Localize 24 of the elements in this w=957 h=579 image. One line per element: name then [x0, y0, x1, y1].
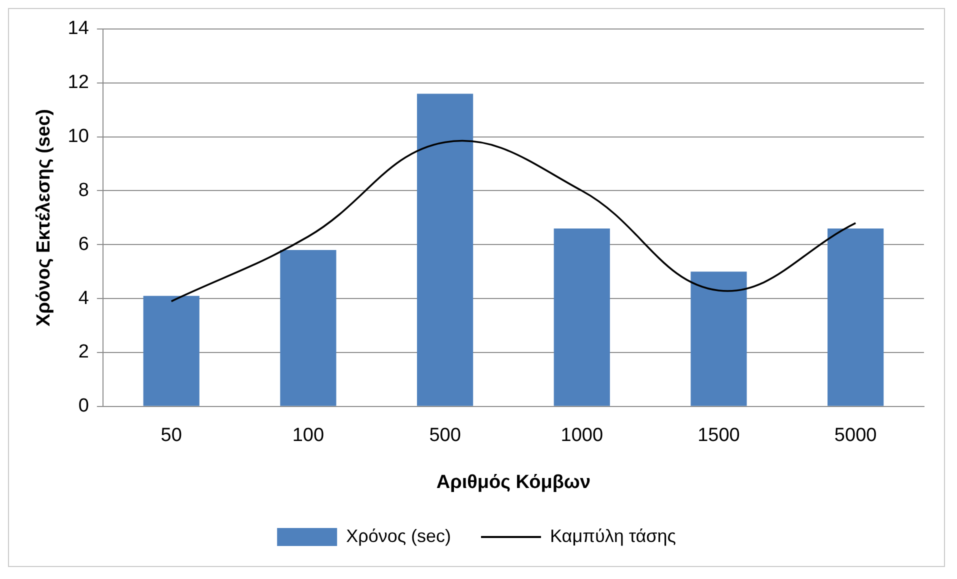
bar: [280, 250, 336, 406]
y-tick-label: 6: [78, 234, 89, 255]
x-tick-label: 50: [160, 425, 182, 446]
bar: [143, 296, 200, 406]
y-tick-label: 8: [78, 180, 89, 201]
y-tick-label: 0: [78, 396, 89, 417]
y-tick-label: 2: [78, 342, 89, 363]
bar: [554, 228, 610, 406]
x-tick-label: 1000: [560, 425, 604, 446]
x-tick-label: 5000: [834, 425, 877, 446]
y-tick-label: 4: [78, 288, 90, 309]
x-tick-label: 1500: [698, 425, 740, 446]
bar: [690, 272, 747, 406]
legend-label: Καμπύλη τάσης: [550, 526, 676, 546]
y-axis-title: Χρόνος Εκτέλεσης (sec): [34, 109, 55, 326]
x-axis-title: Αριθμός Κόμβων: [436, 472, 591, 493]
x-tick-label: 500: [429, 425, 461, 446]
y-tick-label: 10: [68, 126, 89, 148]
bar: [416, 94, 474, 406]
y-tick-label: 14: [68, 18, 90, 40]
bar: [828, 228, 884, 406]
x-tick-label: 100: [292, 425, 324, 446]
y-tick-label: 12: [68, 72, 89, 94]
legend-label: Χρόνος (sec): [346, 526, 452, 546]
